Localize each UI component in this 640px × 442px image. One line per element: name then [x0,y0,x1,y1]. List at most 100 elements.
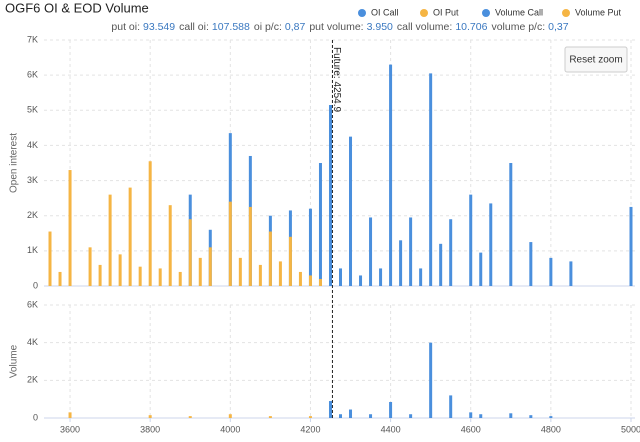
y-tick-label: 6K [27,70,38,80]
bar [188,219,192,286]
bar [98,264,102,286]
bar [328,401,332,418]
bar [118,254,122,286]
subtitle-label: volume p/c: [491,21,545,33]
reset-zoom-button[interactable]: Reset zoom [564,46,628,73]
bar [339,268,343,286]
bar [278,261,282,286]
subtitle-value: 0,87 [285,21,306,33]
subtitle-value: 107.588 [212,21,250,33]
y-tick-label: 0 [33,280,38,290]
bar [339,414,343,418]
bar [158,268,162,286]
button-label: Reset zoom [569,55,622,66]
bar [188,416,192,418]
bar [168,205,172,286]
bar [429,342,433,418]
bar [318,163,322,286]
bar [128,187,132,286]
y-tick-label: 1K [27,245,38,255]
x-tick-label: 4800 [541,424,561,434]
bar [509,163,513,286]
subtitle-value: 0,37 [548,21,569,33]
x-tick-label: 4200 [300,424,320,434]
legend-marker [482,9,490,17]
bar [48,231,52,286]
bar [228,414,232,418]
bar [489,203,493,286]
bar [308,208,312,286]
y-tick-label: 4K [27,140,38,150]
bar [208,247,212,286]
bar [359,275,363,286]
bar [58,271,62,286]
y-tick-label: 2K [27,210,38,220]
bar [328,105,332,286]
bar [369,217,373,286]
subtitle-label: call oi: [179,21,209,33]
bar [228,201,232,286]
chart-title: OGF6 OI & EOD Volume [5,0,149,15]
legend-label: OI Call [371,7,399,17]
bar [138,266,142,286]
bar [258,264,262,286]
x-tick-label: 5000 [621,424,640,434]
subtitle-value: 93.549 [143,21,175,33]
y-axis-label: Open interest [9,133,20,193]
bar [288,236,292,286]
y-tick-label: 5K [27,105,38,115]
y-tick-label: 4K [27,337,38,347]
legend-marker [420,9,428,17]
y-tick-label: 7K [27,34,38,44]
y-axis-label: Volume [9,344,20,378]
bar [469,194,473,286]
bar [369,414,373,418]
bar [318,278,322,286]
bar [148,415,152,418]
x-tick-label: 3800 [140,424,160,434]
bar [469,412,473,418]
subtitle-label: oi p/c: [254,21,282,33]
subtitle-label: put oi: [111,21,140,33]
subtitle-value: 10.706 [455,21,487,33]
bar [479,252,483,286]
bar [308,275,312,286]
bar [429,73,433,286]
bar [509,413,513,418]
bar [399,240,403,286]
bar [349,409,353,418]
bar [389,401,393,418]
bar [308,416,312,418]
bar [549,257,553,286]
bar [68,170,72,286]
legend-label: OI Put [433,7,459,17]
x-tick-label: 4000 [220,424,240,434]
bar [148,161,152,286]
subtitle-value: 3.950 [367,21,393,33]
x-tick-label: 4400 [381,424,401,434]
y-tick-label: 3K [27,175,38,185]
bar [629,206,633,286]
y-tick-label: 0 [33,412,38,422]
legend-marker [358,9,366,17]
bar [549,416,553,418]
bar [198,257,202,286]
bar [529,415,533,418]
y-tick-label: 2K [27,375,38,385]
bar [479,414,483,418]
bar [349,136,353,286]
bar [268,231,272,286]
legend-label: Volume Call [495,7,543,17]
bar [389,64,393,286]
subtitle-label: put volume: [309,21,363,33]
bar [439,243,443,286]
x-tick-label: 3600 [60,424,80,434]
bar [449,395,453,418]
bar [379,268,383,286]
button-box [564,46,628,73]
legend-marker [562,9,570,17]
legend-label: Volume Put [575,7,622,17]
subtitle-label: call volume: [397,21,452,33]
bar [238,257,242,286]
